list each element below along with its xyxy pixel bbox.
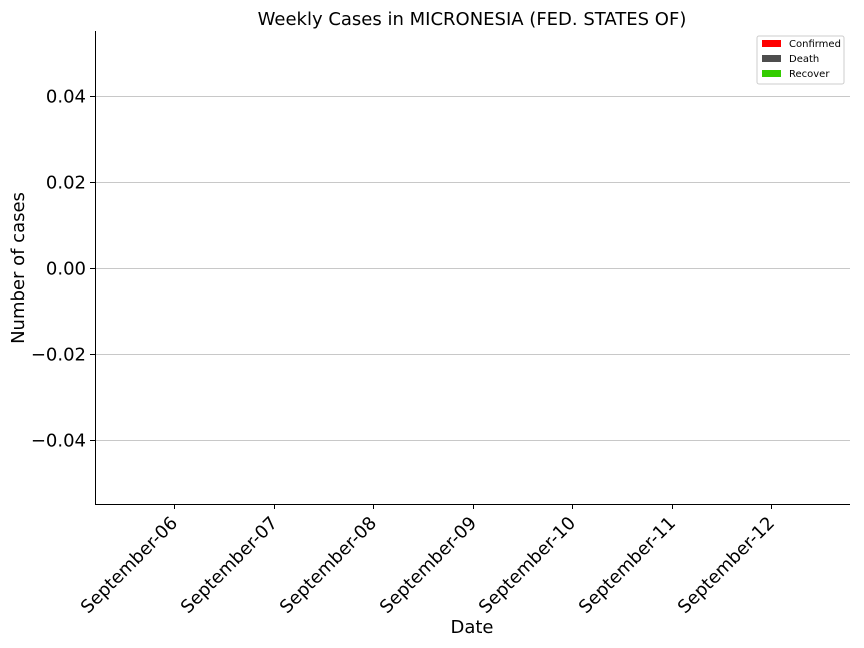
y-tick-label: 0.00 [46, 259, 86, 280]
legend-swatch [762, 70, 781, 77]
y-axis-title: Number of cases [8, 192, 29, 344]
x-axis-ticks: September-06September-07September-08Sept… [77, 504, 779, 618]
x-tick-label: September-10 [475, 513, 580, 618]
x-tick-label: September-12 [674, 513, 779, 618]
legend: Confirmed Death Recover [756, 35, 845, 85]
x-tick-label: September-09 [376, 513, 481, 618]
legend-label: Confirmed [789, 39, 841, 50]
x-tick-label: September-06 [77, 513, 182, 618]
y-tick-label: 0.04 [46, 87, 86, 108]
legend-swatch [762, 55, 781, 62]
legend-label: Death [789, 54, 819, 65]
legend-label: Recover [789, 69, 830, 80]
y-tick-label: −0.02 [31, 345, 86, 366]
legend-swatch [762, 40, 781, 47]
x-tick-label: September-07 [177, 513, 282, 618]
x-tick-label: September-08 [276, 513, 381, 618]
y-tick-label: −0.04 [31, 431, 86, 452]
x-axis-title: Date [450, 617, 493, 638]
x-tick-label: September-11 [575, 513, 680, 618]
grid-lines [95, 96, 850, 441]
y-axis-ticks: −0.04 −0.02 0.00 0.02 0.04 [31, 87, 95, 452]
y-tick-label: 0.02 [46, 173, 86, 194]
chart-title: Weekly Cases in MICRONESIA (FED. STATES … [258, 9, 687, 30]
